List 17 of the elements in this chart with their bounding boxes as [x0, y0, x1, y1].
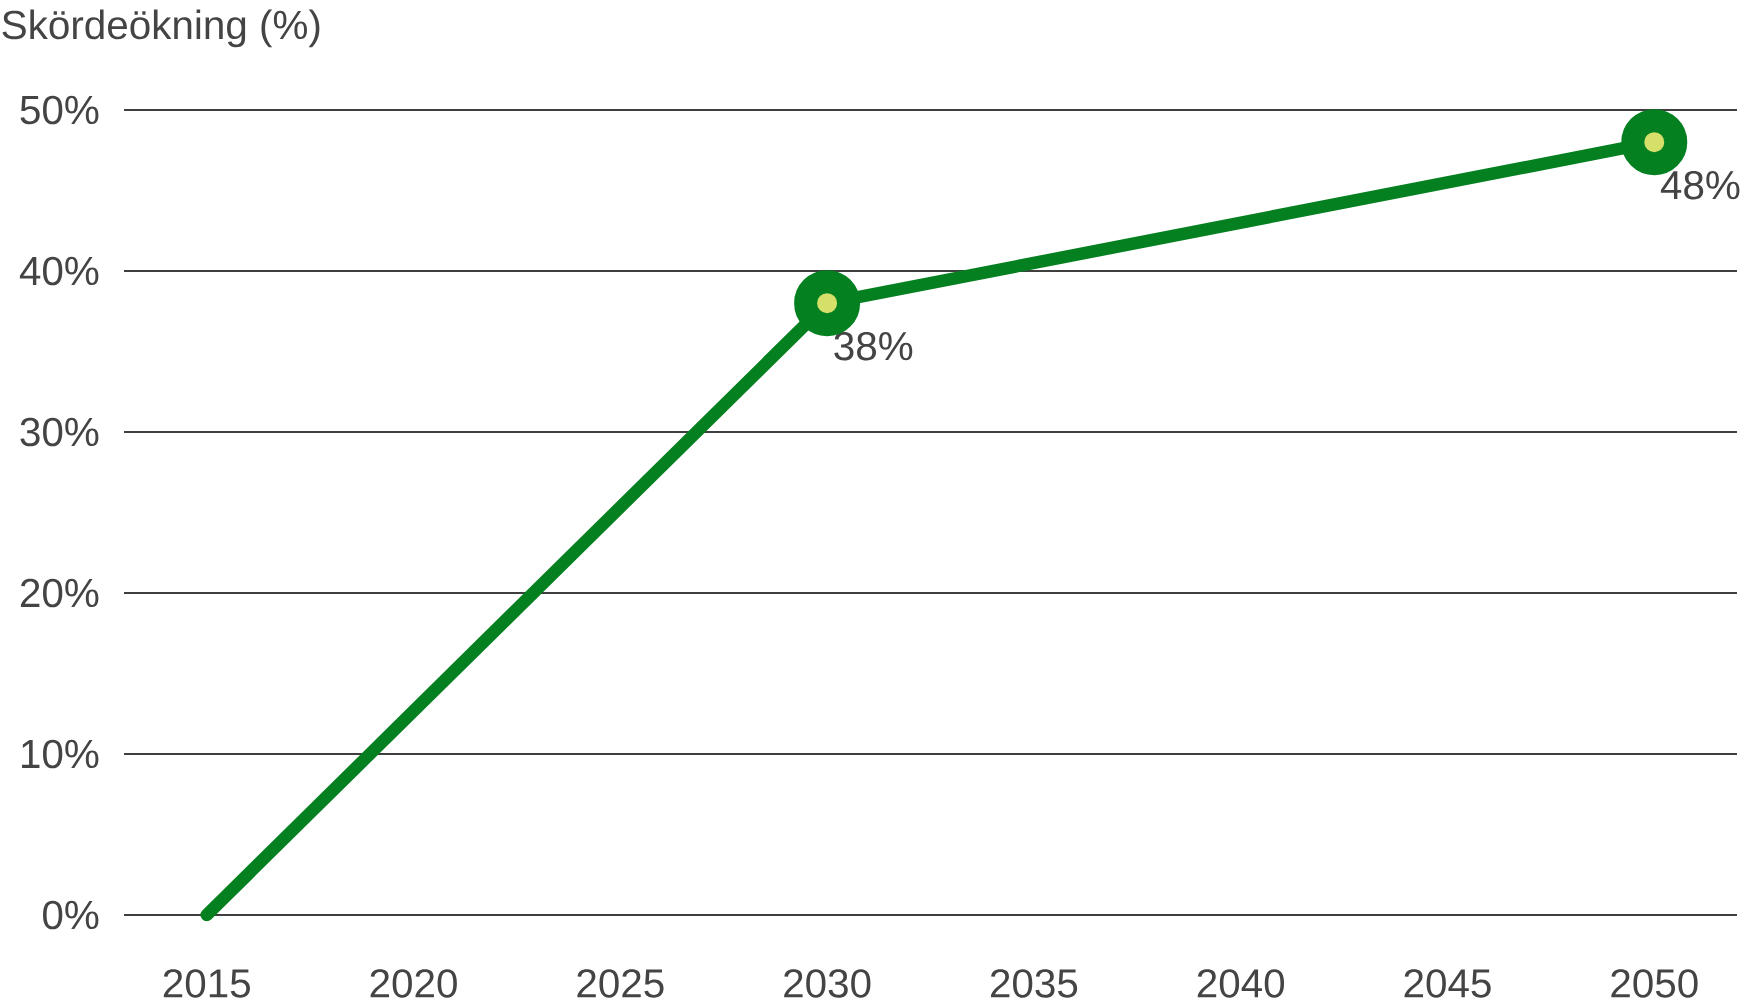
data-label: 38% [834, 331, 913, 361]
y-tick-label: 10% [22, 739, 99, 769]
x-tick-label: 2030 [784, 969, 871, 998]
x-tick-label: 2050 [1611, 969, 1698, 998]
x-tick-label: 2045 [1404, 969, 1491, 998]
x-tick-label: 2015 [163, 969, 250, 998]
x-tick-label: 2020 [370, 969, 457, 998]
data-label: 48% [1660, 170, 1740, 200]
y-tick-label: 40% [19, 256, 99, 286]
x-tick-label: 2040 [1197, 969, 1285, 998]
y-tick-label: 50% [20, 95, 99, 125]
y-tick-label: 0% [43, 900, 99, 930]
x-tick-label: 2025 [577, 969, 664, 998]
y-tick-label: 30% [20, 417, 99, 447]
y-tick-label: 20% [20, 578, 99, 608]
x-tick-label: 2035 [990, 969, 1078, 998]
y-axis-title: Skördeökning (%) [2, 9, 320, 48]
